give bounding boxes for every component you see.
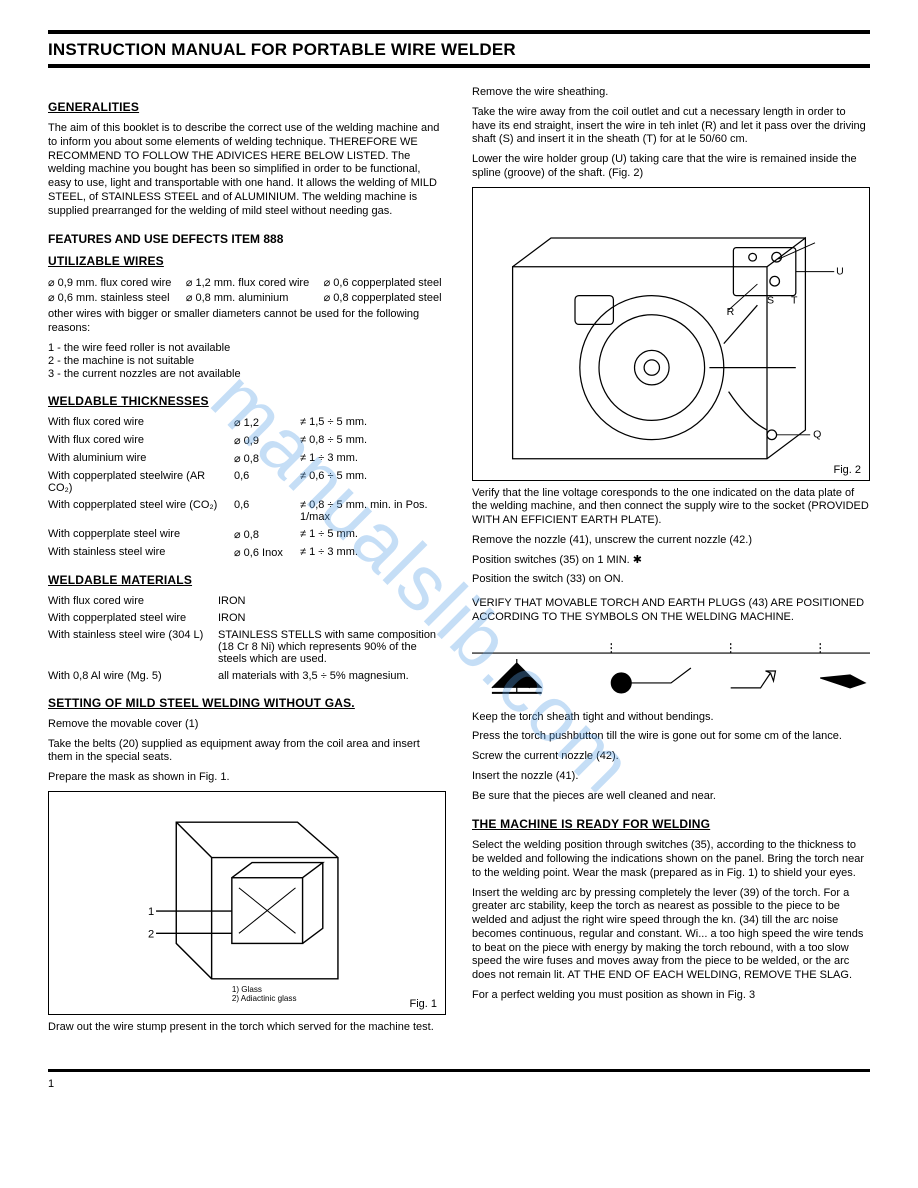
wires-note: other wires with bigger or smaller diame… (48, 308, 446, 336)
heading-generalities: GENERALITIES (48, 100, 446, 114)
r-p1: Remove the wire sheathing. (472, 86, 870, 100)
figure-1: 1 2 1) Glass 2) Adiactinic glass Fig. 1 (48, 791, 446, 1015)
fig1-callout-1: 1 (148, 906, 154, 918)
cell: With stainless steel wire (48, 546, 228, 559)
figure-1-svg: 1 2 1) Glass 2) Adiactinic glass (55, 798, 439, 1008)
setting-p2: Take the belts (20) supplied as equipmen… (48, 738, 446, 766)
fig1-key-2: 2) Adiactinic glass (232, 994, 297, 1003)
wire-item: ⌀ 0,6 copperplated steel (324, 276, 446, 289)
r-p9: Keep the torch sheath tight and without … (472, 711, 870, 725)
r-p3: Lower the wire holder group (U) taking c… (472, 153, 870, 181)
cell: 0,6 (234, 499, 294, 523)
cell: With stainless steel wire (304 L) (48, 629, 208, 665)
top-rule-1 (48, 30, 870, 34)
figure-1-label: Fig. 1 (409, 998, 437, 1010)
cell: With aluminium wire (48, 452, 228, 465)
r-p8: VERIFY THAT MOVABLE TORCH AND EARTH PLUG… (472, 597, 870, 625)
symbols-svg (472, 633, 870, 703)
r-p6: Position switches (35) on 1 MIN. ✱ (472, 554, 870, 568)
fig2-S: S (767, 294, 774, 306)
r-p2: Take the wire away from the coil outlet … (472, 106, 870, 147)
cell: With copperplated steel wire (CO₂) (48, 499, 228, 523)
cell: ≠ 1 ÷ 3 mm. (300, 452, 446, 465)
r-p5: Remove the nozzle (41), unscrew the curr… (472, 534, 870, 548)
cell: With flux cored wire (48, 416, 228, 429)
materials-table: With flux cored wire IRON With copperplat… (48, 595, 446, 682)
heading-materials: WELDABLE MATERIALS (48, 573, 446, 587)
r-p13: Be sure that the pieces are well cleaned… (472, 790, 870, 804)
heading-thicknesses: WELDABLE THICKNESSES (48, 394, 446, 408)
wire-item: ⌀ 0,9 mm. flux cored wire (48, 276, 176, 289)
figure-2-label: Fig. 2 (833, 464, 861, 476)
setting-p3: Prepare the mask as shown in Fig. 1. (48, 771, 446, 785)
heading-utilizable-wires: UTILIZABLE WIRES (48, 254, 446, 268)
setting-p4: Draw out the wire stump present in the t… (48, 1021, 446, 1035)
cell: ⌀ 0,8 (234, 528, 294, 541)
cell: 0,6 (234, 470, 294, 494)
page-title: INSTRUCTION MANUAL FOR PORTABLE WIRE WEL… (48, 40, 870, 60)
cell: With copperplated steel wire (48, 612, 208, 624)
wire-item: ⌀ 1,2 mm. flux cored wire (186, 276, 314, 289)
cell: With copperplate steel wire (48, 528, 228, 541)
content-columns: GENERALITIES The aim of this booklet is … (48, 86, 870, 1041)
cell: IRON (218, 595, 446, 607)
page-number: 1 (48, 1078, 870, 1090)
wire-item: ⌀ 0,8 mm. aluminium (186, 291, 314, 304)
cell: ≠ 0,6 ÷ 5 mm. (300, 470, 446, 494)
fig2-T: T (791, 294, 798, 306)
cell: ≠ 1,5 ÷ 5 mm. (300, 416, 446, 429)
fig2-Q: Q (813, 428, 821, 440)
cell: ≠ 1 ÷ 5 mm. (300, 528, 446, 541)
figure-2: R S T U Q Fig. 2 (472, 187, 870, 481)
r-p10: Press the torch pushbutton till the wire… (472, 730, 870, 744)
wire-item: ⌀ 0,8 copperplated steel (324, 291, 446, 304)
cell: ≠ 1 ÷ 3 mm. (300, 546, 446, 559)
cell: ⌀ 1,2 (234, 416, 294, 429)
wire-item: ⌀ 0,6 mm. stainless steel (48, 291, 176, 304)
setting-p1: Remove the movable cover (1) (48, 718, 446, 732)
fig2-U: U (836, 265, 844, 277)
r-p11: Screw the current nozzle (42). (472, 750, 870, 764)
reason: 2 - the machine is not suitable (48, 355, 446, 367)
heading-features: FEATURES AND USE DEFECTS ITEM 888 (48, 232, 446, 246)
ready-p1: Select the welding position through swit… (472, 839, 870, 880)
heading-setting: SETTING OF MILD STEEL WELDING WITHOUT GA… (48, 696, 446, 710)
cell: With 0,8 Al wire (Mg. 5) (48, 670, 208, 682)
right-column: Remove the wire sheathing. Take the wire… (472, 86, 870, 1041)
r-p4: Verify that the line voltage coresponds … (472, 487, 870, 528)
cell: ≠ 0,8 ÷ 5 mm. (300, 434, 446, 447)
wire-grid: ⌀ 0,9 mm. flux cored wire ⌀ 1,2 mm. flux… (48, 276, 446, 304)
generalities-text: The aim of this booklet is to describe t… (48, 122, 446, 218)
thickness-table: With flux cored wire ⌀ 1,2 ≠ 1,5 ÷ 5 mm. W… (48, 416, 446, 559)
cell: STAINLESS STELLS with same composition (… (218, 629, 446, 665)
fig2-R: R (727, 305, 735, 317)
symbols-row (472, 633, 870, 703)
heading-ready: THE MACHINE IS READY FOR WELDING (472, 817, 870, 831)
ready-p3: For a perfect welding you must position … (472, 989, 870, 1003)
reason: 3 - the current nozzles are not availabl… (48, 368, 446, 380)
fig1-callout-2: 2 (148, 928, 154, 940)
wires-reasons: 1 - the wire feed roller is not availabl… (48, 342, 446, 380)
reason: 1 - the wire feed roller is not availabl… (48, 342, 446, 354)
cell: IRON (218, 612, 446, 624)
footer-rule (48, 1069, 870, 1072)
cell: ⌀ 0,8 (234, 452, 294, 465)
cell: With flux cored wire (48, 595, 208, 607)
cell: ⌀ 0,9 (234, 434, 294, 447)
cell: all materials with 3,5 ÷ 5% magnesium. (218, 670, 446, 682)
left-column: GENERALITIES The aim of this booklet is … (48, 86, 446, 1041)
r-p7: Position the switch (33) on ON. (472, 573, 870, 587)
cell: With copperplated steelwire (AR CO₂) (48, 470, 228, 494)
r-p12: Insert the nozzle (41). (472, 770, 870, 784)
figure-2-svg: R S T U Q (479, 194, 863, 474)
fig1-key-1: 1) Glass (232, 985, 262, 994)
cell: ⌀ 0,6 Inox (234, 546, 294, 559)
ready-p2: Insert the welding arc by pressing compl… (472, 887, 870, 983)
cell: ≠ 0,8 ÷ 5 mm. min. in Pos. 1/max (300, 499, 446, 523)
cell: With flux cored wire (48, 434, 228, 447)
top-rule-2 (48, 64, 870, 68)
